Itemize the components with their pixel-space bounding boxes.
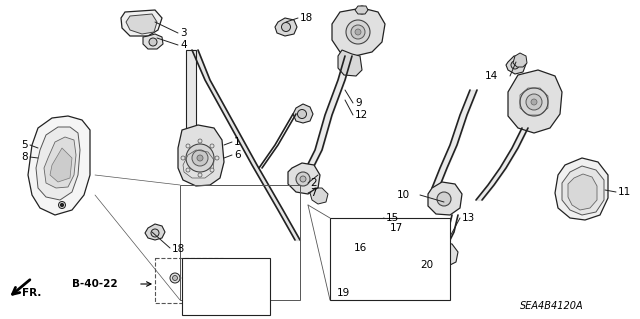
Polygon shape bbox=[275, 18, 297, 36]
Circle shape bbox=[170, 273, 180, 283]
Circle shape bbox=[296, 172, 310, 186]
Circle shape bbox=[198, 139, 202, 143]
Circle shape bbox=[186, 144, 214, 172]
Circle shape bbox=[215, 156, 219, 160]
Circle shape bbox=[210, 144, 214, 148]
Circle shape bbox=[298, 109, 307, 118]
Polygon shape bbox=[397, 254, 418, 274]
Circle shape bbox=[186, 144, 190, 148]
Bar bbox=[180, 185, 300, 300]
Circle shape bbox=[351, 25, 365, 39]
Text: 17: 17 bbox=[390, 223, 403, 233]
Circle shape bbox=[367, 249, 375, 257]
Text: SEA4B4120A: SEA4B4120A bbox=[520, 301, 584, 311]
Text: 18: 18 bbox=[172, 244, 185, 254]
Circle shape bbox=[181, 156, 185, 160]
Polygon shape bbox=[338, 50, 362, 76]
Polygon shape bbox=[428, 182, 462, 215]
Circle shape bbox=[300, 176, 306, 182]
Circle shape bbox=[282, 23, 291, 32]
Polygon shape bbox=[354, 224, 378, 245]
Polygon shape bbox=[332, 8, 385, 56]
Polygon shape bbox=[334, 236, 352, 253]
Text: 9: 9 bbox=[355, 98, 362, 108]
Text: 7: 7 bbox=[310, 188, 317, 198]
Text: 11: 11 bbox=[618, 187, 631, 197]
Text: B-40-22: B-40-22 bbox=[72, 279, 118, 289]
Circle shape bbox=[436, 249, 448, 261]
Circle shape bbox=[151, 229, 159, 237]
Polygon shape bbox=[568, 174, 597, 210]
Text: 15: 15 bbox=[386, 213, 399, 223]
Text: 19: 19 bbox=[337, 288, 350, 298]
Polygon shape bbox=[145, 224, 165, 240]
Text: 1: 1 bbox=[234, 137, 241, 147]
Polygon shape bbox=[143, 34, 163, 49]
Circle shape bbox=[520, 88, 548, 116]
Circle shape bbox=[531, 99, 537, 105]
Polygon shape bbox=[562, 166, 604, 215]
Circle shape bbox=[437, 192, 451, 206]
Polygon shape bbox=[288, 163, 320, 194]
Bar bbox=[182, 258, 270, 315]
Polygon shape bbox=[362, 244, 381, 262]
Circle shape bbox=[207, 276, 219, 288]
Text: 8: 8 bbox=[21, 152, 28, 162]
Text: 16: 16 bbox=[354, 243, 367, 253]
Circle shape bbox=[511, 61, 519, 69]
Circle shape bbox=[210, 168, 214, 172]
Circle shape bbox=[198, 173, 202, 177]
Polygon shape bbox=[293, 104, 313, 123]
Circle shape bbox=[358, 6, 366, 14]
Polygon shape bbox=[126, 14, 157, 34]
Polygon shape bbox=[344, 270, 367, 291]
Text: FR.: FR. bbox=[22, 288, 42, 298]
Text: 10: 10 bbox=[397, 190, 410, 200]
Text: 5: 5 bbox=[21, 140, 28, 150]
Text: 18: 18 bbox=[300, 13, 313, 23]
Polygon shape bbox=[355, 6, 368, 14]
Polygon shape bbox=[178, 125, 224, 186]
Circle shape bbox=[526, 94, 542, 110]
Circle shape bbox=[188, 269, 196, 277]
Polygon shape bbox=[186, 50, 196, 165]
Text: 13: 13 bbox=[462, 213, 476, 223]
Polygon shape bbox=[28, 116, 90, 215]
Polygon shape bbox=[196, 268, 232, 296]
Polygon shape bbox=[508, 70, 562, 133]
Text: 6: 6 bbox=[234, 150, 241, 160]
Circle shape bbox=[149, 38, 157, 46]
Circle shape bbox=[346, 20, 370, 44]
Circle shape bbox=[173, 276, 177, 280]
Circle shape bbox=[61, 204, 63, 206]
Circle shape bbox=[355, 29, 361, 35]
Circle shape bbox=[197, 155, 203, 161]
Circle shape bbox=[200, 277, 210, 287]
Polygon shape bbox=[428, 242, 458, 267]
Polygon shape bbox=[513, 53, 527, 67]
Text: 4: 4 bbox=[180, 40, 187, 50]
Polygon shape bbox=[310, 188, 328, 204]
Polygon shape bbox=[506, 56, 526, 74]
Polygon shape bbox=[50, 148, 72, 182]
Circle shape bbox=[186, 168, 190, 172]
Circle shape bbox=[192, 150, 208, 166]
Circle shape bbox=[360, 230, 370, 240]
Text: 12: 12 bbox=[355, 110, 368, 120]
Circle shape bbox=[58, 202, 65, 209]
Polygon shape bbox=[44, 137, 76, 188]
Text: 3: 3 bbox=[180, 28, 187, 38]
Text: 2: 2 bbox=[310, 178, 317, 188]
Polygon shape bbox=[36, 127, 80, 200]
Text: 20: 20 bbox=[420, 260, 433, 270]
Circle shape bbox=[402, 259, 412, 269]
Polygon shape bbox=[121, 10, 162, 36]
Bar bbox=[330, 218, 450, 300]
Polygon shape bbox=[555, 158, 608, 220]
Circle shape bbox=[350, 275, 360, 285]
Bar bbox=[155, 258, 223, 303]
Text: 14: 14 bbox=[484, 71, 498, 81]
